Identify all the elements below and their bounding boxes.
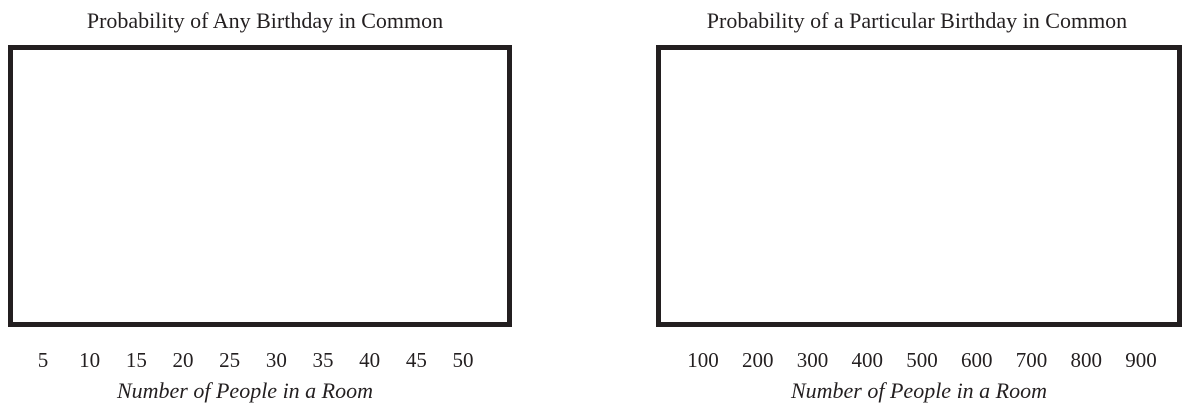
x-tick-label: 200 (742, 348, 774, 372)
plot-area (656, 45, 1182, 327)
x-tick-label: 25 (219, 348, 241, 372)
x-tick-label: 35 (312, 348, 334, 372)
x-tick-label: 50 (452, 348, 474, 372)
x-tick-label: 15 (125, 348, 147, 372)
x-tick-label: 900 (1125, 348, 1157, 372)
x-tick-label: 10 (79, 348, 101, 372)
x-tick-label: 40 (359, 348, 381, 372)
x-tick-label: 400 (851, 348, 884, 372)
x-tick-label: 700 (1015, 348, 1048, 372)
x-axis-label: Number of People in a Room (116, 378, 374, 403)
x-tick-label: 30 (265, 348, 287, 372)
x-tick-label: 800 (1070, 348, 1103, 372)
x-tick-label: 20 (172, 348, 194, 372)
x-tick-label: 500 (906, 348, 938, 372)
chart-any-birthday: Probability of Any Birthday in Common 5 1… (0, 0, 530, 410)
x-tick-label: 5 (37, 348, 49, 372)
x-tick-label: 600 (961, 348, 993, 372)
x-tick-label: 100 (687, 348, 719, 372)
x-axis-label: Number of People in a Room (790, 378, 1048, 403)
x-tick-label: 300 (796, 348, 829, 372)
chart-title: Probability of a Particular Birthday in … (706, 8, 1128, 33)
plot-area (8, 45, 512, 327)
x-tick-label: 45 (405, 348, 427, 372)
chart-particular-birthday: Probability of a Particular Birthday in … (652, 0, 1186, 410)
chart-title: Probability of Any Birthday in Common (86, 8, 444, 33)
